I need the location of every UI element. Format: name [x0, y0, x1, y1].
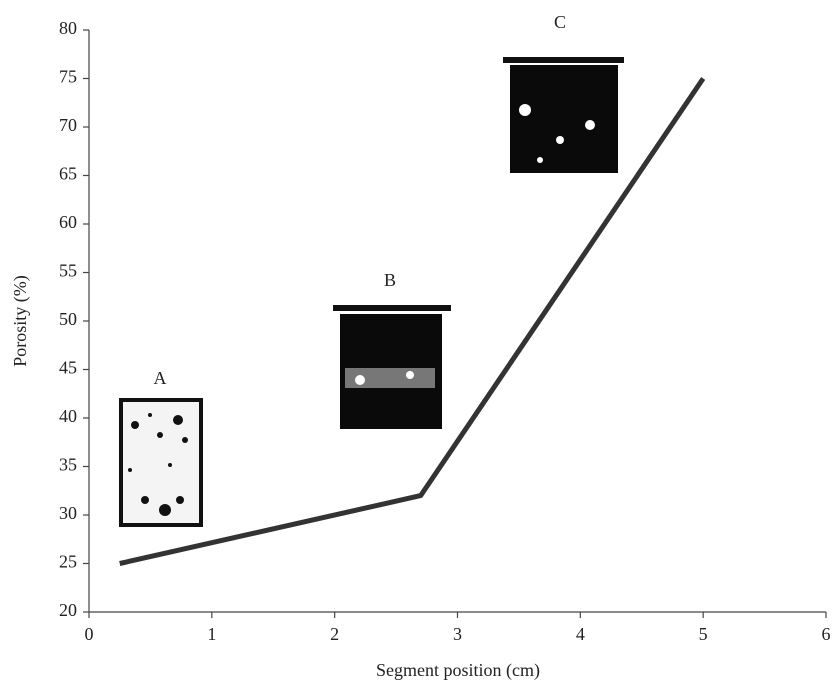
y-tick-label: 30	[59, 503, 77, 523]
y-tick-label: 50	[59, 309, 77, 329]
annotation: C	[554, 12, 566, 32]
y-tick-label: 35	[59, 455, 77, 475]
x-axis-title: Segment position (cm)	[376, 660, 540, 681]
data-line	[119, 77, 706, 566]
x-tick-label: 0	[85, 624, 94, 644]
inset-image-c	[503, 57, 624, 178]
x-tick-label: 2	[330, 624, 339, 644]
annotation: A	[154, 368, 167, 388]
y-tick-label: 45	[59, 358, 77, 378]
y-tick-label: 75	[59, 67, 77, 87]
y-tick-label: 40	[59, 406, 77, 426]
y-tick-label: 25	[59, 552, 77, 572]
x-tick-label: 4	[576, 624, 585, 644]
y-tick-label: 55	[59, 261, 77, 281]
inset-image-a	[119, 398, 203, 527]
x-tick-label: 3	[453, 624, 462, 644]
y-axis-title: Porosity (%)	[10, 275, 31, 367]
x-tick-label: 6	[822, 624, 831, 644]
x-tick-label: 5	[699, 624, 708, 644]
annotation: B	[384, 270, 396, 290]
y-tick-label: 20	[59, 600, 77, 620]
x-tick-label: 1	[207, 624, 216, 644]
y-tick-label: 60	[59, 212, 77, 232]
y-tick-label: 80	[59, 18, 77, 38]
y-tick-label: 65	[59, 164, 77, 184]
inset-image-b	[333, 305, 451, 437]
y-tick-label: 70	[59, 115, 77, 135]
